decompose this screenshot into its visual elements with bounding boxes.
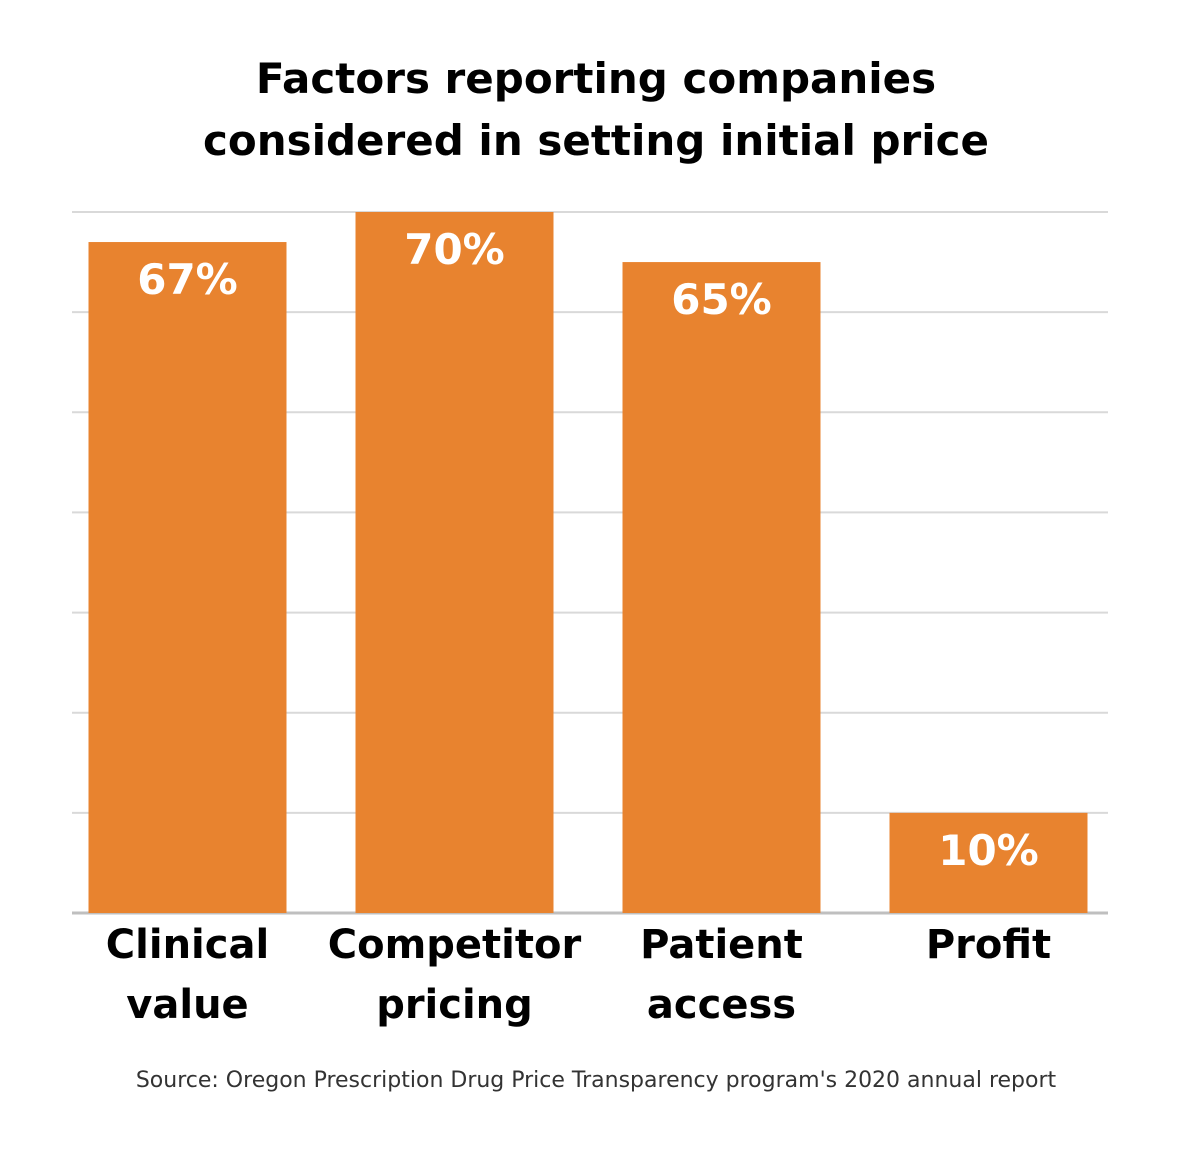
chart-title-line-1: Factors reporting companies (255, 54, 937, 103)
category-label-3-line-2: access (647, 982, 796, 1028)
category-label-4-line-1: Profit (926, 922, 1051, 968)
bar-value-label-2: 70% (404, 225, 505, 274)
category-label-3-line-1: Patient (640, 922, 803, 968)
bar-3 (622, 262, 821, 914)
bar-4 (889, 812, 1088, 913)
bar-value-label-4: 10% (938, 826, 1039, 875)
category-label-2-line-2: pricing (376, 982, 533, 1028)
bar-value-label-3: 65% (671, 275, 772, 324)
category-label-1-line-2: value (126, 982, 248, 1028)
category-label-2-line-1: Competitor (328, 922, 582, 968)
category-label-1-line-1: Clinical (106, 922, 269, 968)
source-note: Source: Oregon Prescription Drug Price T… (135, 1068, 1057, 1093)
chart-title: Factors reporting companies considered i… (0, 48, 1192, 172)
bar-1 (88, 242, 287, 914)
bar-value-label-1: 67% (137, 255, 238, 304)
bar-2 (355, 212, 554, 913)
chart-title-line-2: considered in setting initial price (202, 116, 990, 165)
